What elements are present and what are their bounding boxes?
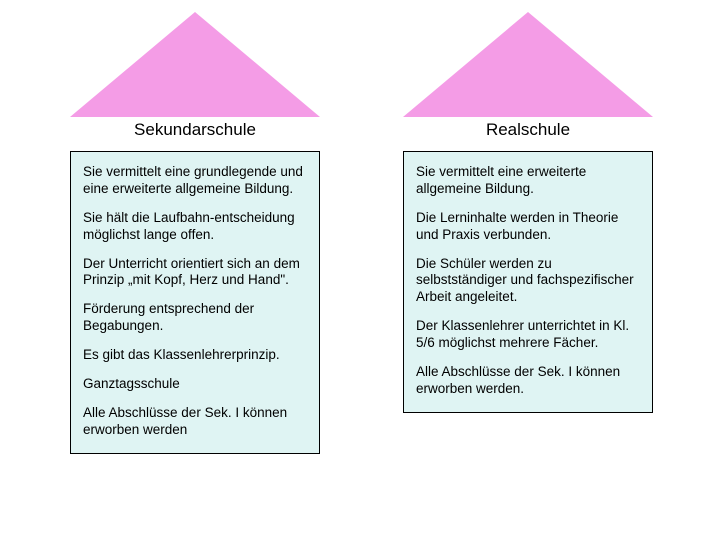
paragraph: Ganztagsschule	[83, 376, 307, 393]
house-realschule: Realschule Sie vermittelt eine erweitert…	[403, 12, 653, 413]
body-realschule: Sie vermittelt eine erweiterte allgemein…	[403, 151, 653, 413]
paragraph: Alle Abschlüsse der Sek. I können erworb…	[83, 405, 307, 439]
paragraph: Der Unterricht orientiert sich an dem Pr…	[83, 256, 307, 290]
paragraph: Sie vermittelt eine erweiterte allgemein…	[416, 164, 640, 198]
paragraph: Alle Abschlüsse der Sek. I können erworb…	[416, 364, 640, 398]
paragraph: Sie vermittelt eine grundlegende und ein…	[83, 164, 307, 198]
title-realschule: Realschule	[403, 120, 653, 140]
paragraph: Sie hält die Laufbahn-entscheidung mögli…	[83, 210, 307, 244]
body-sekundarschule: Sie vermittelt eine grundlegende und ein…	[70, 151, 320, 454]
paragraph: Es gibt das Klassenlehrerprinzip.	[83, 347, 307, 364]
roof-realschule	[403, 12, 653, 117]
roof-sekundarschule	[70, 12, 320, 117]
paragraph: Die Lerninhalte werden in Theorie und Pr…	[416, 210, 640, 244]
paragraph: Förderung entsprechend der Begabungen.	[83, 301, 307, 335]
paragraph: Der Klassenlehrer unterrichtet in Kl. 5/…	[416, 318, 640, 352]
house-sekundarschule: Sekundarschule Sie vermittelt eine grund…	[70, 12, 320, 454]
title-sekundarschule: Sekundarschule	[70, 120, 320, 140]
paragraph: Die Schüler werden zu selbstständiger un…	[416, 256, 640, 307]
